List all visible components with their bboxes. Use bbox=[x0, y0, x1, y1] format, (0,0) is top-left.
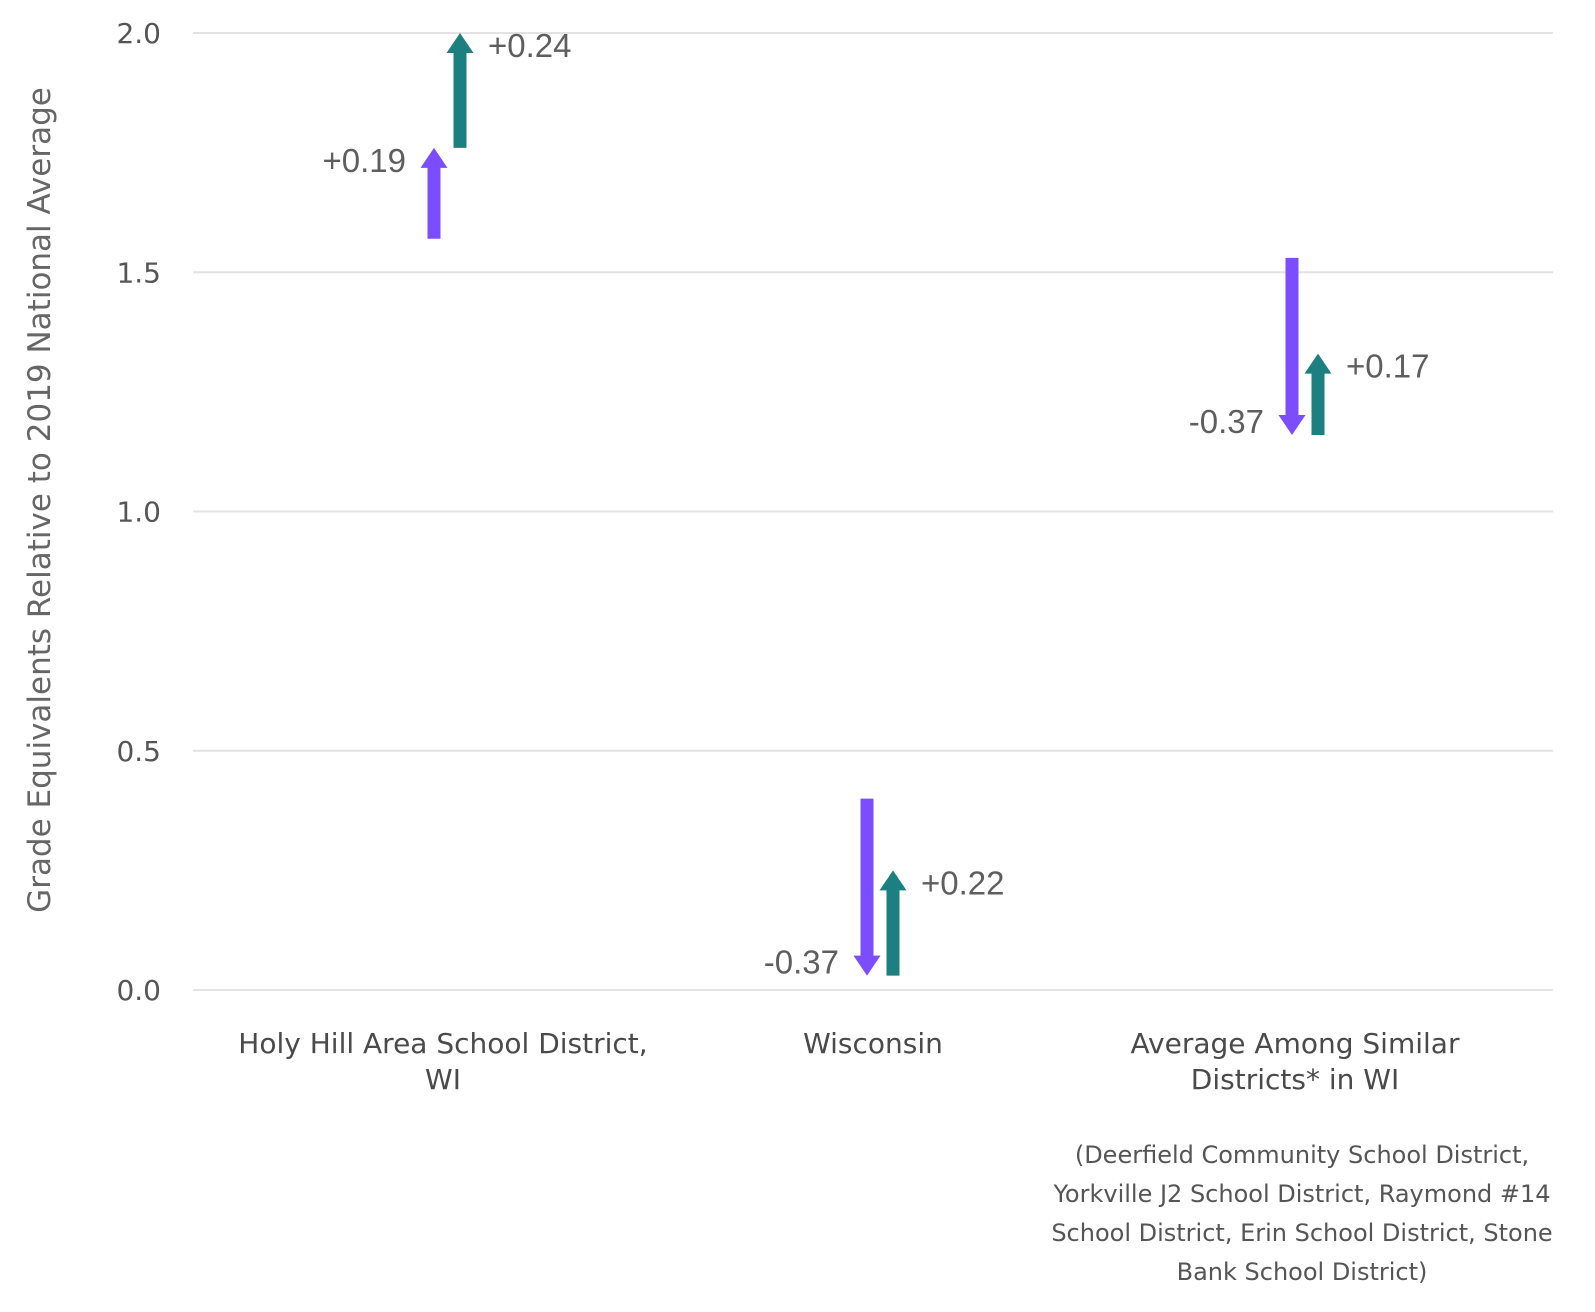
y-tick-labels: 0.0 0.5 1.0 1.5 2.0 bbox=[116, 17, 161, 1007]
arrow-label: +0.24 bbox=[488, 27, 572, 64]
arrow-mark: -0.37 bbox=[764, 798, 881, 981]
arrow-shape bbox=[879, 870, 907, 976]
y-tick-label: 2.0 bbox=[116, 17, 161, 50]
y-tick-label: 1.5 bbox=[116, 256, 161, 289]
arrow-shape bbox=[853, 798, 881, 976]
y-axis-label: Grade Equivalents Relative to 2019 Natio… bbox=[22, 87, 58, 913]
arrow-label: +0.17 bbox=[1346, 348, 1430, 385]
y-tick-label: 1.0 bbox=[116, 496, 161, 529]
arrow-mark: +0.22 bbox=[879, 864, 1005, 976]
category-labels: Holy Hill Area School District,WI Wiscons… bbox=[238, 1027, 1460, 1096]
grid-lines bbox=[193, 32, 1553, 991]
category-label: WI bbox=[425, 1063, 461, 1096]
footnote-line: School District, Erin School District, S… bbox=[1051, 1219, 1552, 1247]
y-tick-label: 0.5 bbox=[116, 735, 161, 768]
arrow-mark: +0.19 bbox=[323, 142, 448, 239]
arrow-mark: +0.24 bbox=[446, 27, 572, 148]
arrow-label: -0.37 bbox=[764, 944, 839, 981]
category-label: Average Among Similar bbox=[1131, 1027, 1460, 1060]
arrow-label: +0.19 bbox=[323, 142, 407, 179]
category-label: Wisconsin bbox=[803, 1027, 943, 1060]
arrow-shape bbox=[420, 147, 448, 239]
footnote-line: Yorkville J2 School District, Raymond #1… bbox=[1052, 1180, 1550, 1208]
y-tick-label: 0.0 bbox=[116, 974, 161, 1007]
footnote-line: (Deerfield Community School District, bbox=[1075, 1141, 1529, 1169]
arrow-mark: -0.37 bbox=[1189, 257, 1306, 440]
arrow-shape bbox=[1304, 353, 1332, 435]
category-label: Districts* in WI bbox=[1191, 1063, 1399, 1096]
arrow-label: -0.37 bbox=[1189, 403, 1264, 440]
arrow-label: +0.22 bbox=[921, 864, 1005, 901]
category-label: Holy Hill Area School District, bbox=[238, 1027, 647, 1060]
arrows: +0.19 -0.37 -0.37 +0.24 +0.22 +0.17 bbox=[323, 27, 1430, 981]
arrow-shape bbox=[446, 33, 474, 148]
footnote: (Deerfield Community School District, Yor… bbox=[1051, 1141, 1552, 1286]
arrow-shape bbox=[1278, 257, 1306, 435]
arrow-mark: +0.17 bbox=[1304, 348, 1430, 435]
footnote-line: Bank School District) bbox=[1177, 1258, 1428, 1286]
